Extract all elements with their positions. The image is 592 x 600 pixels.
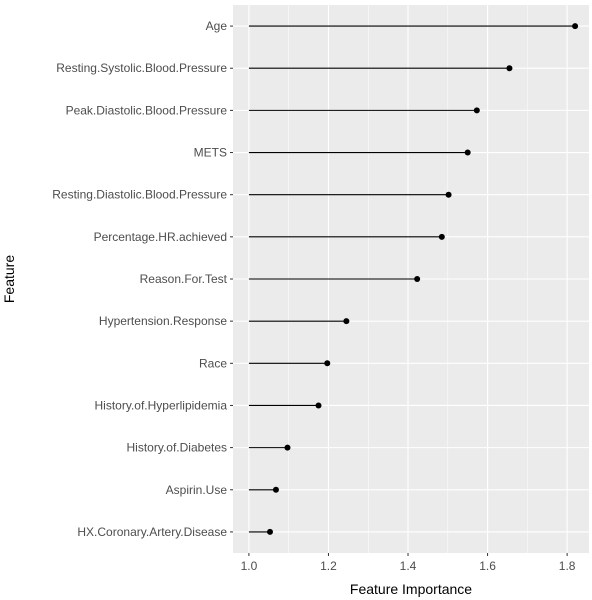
x-axis-ticks: 1.0 1.2 1.4 1.6 1.8: [241, 553, 576, 573]
points: [266, 23, 579, 535]
y-tick-label: Resting.Diastolic.Blood.Pressure: [52, 188, 227, 202]
data-point: [572, 23, 579, 30]
y-tick-label: HX.Coronary.Artery.Disease: [77, 525, 227, 539]
y-tick-label: Race: [199, 356, 227, 370]
y-tick-label: History.of.Hyperlipidemia: [95, 398, 228, 412]
y-axis-ticks: Age Resting.Systolic.Blood.Pressure Peak.D…: [52, 19, 233, 539]
x-axis-title: Feature Importance: [350, 581, 472, 597]
y-tick-label: Resting.Systolic.Blood.Pressure: [56, 61, 227, 75]
y-tick-label: Percentage.HR.achieved: [94, 230, 227, 244]
x-tick-label: 1.2: [320, 559, 337, 573]
data-point: [506, 65, 513, 72]
data-point: [272, 486, 279, 493]
data-point: [343, 318, 350, 325]
data-point: [266, 528, 273, 535]
data-point: [324, 360, 331, 367]
stems: [248, 25, 576, 533]
data-point: [414, 276, 421, 282]
data-point: [464, 149, 471, 156]
data-point: [438, 233, 445, 240]
data-point: [473, 107, 480, 114]
x-tick-label: 1.6: [479, 559, 496, 573]
x-tick-label: 1.4: [400, 559, 417, 573]
y-tick-label: METS: [194, 146, 227, 160]
data-point: [315, 402, 322, 409]
y-tick-label: Hypertension.Response: [99, 314, 227, 328]
x-tick-label: 1.8: [559, 559, 576, 573]
y-tick-label: Peak.Diastolic.Blood.Pressure: [66, 103, 228, 117]
data-point: [284, 444, 291, 451]
x-tick-label: 1.0: [241, 559, 258, 573]
y-tick-label: Aspirin.Use: [166, 483, 228, 497]
y-tick-label: Reason.For.Test: [140, 272, 228, 286]
y-tick-label: History.of.Diabetes: [127, 441, 227, 455]
y-axis-title: Feature: [1, 255, 17, 303]
y-tick-label: Age: [206, 19, 228, 33]
data-point: [445, 191, 452, 198]
